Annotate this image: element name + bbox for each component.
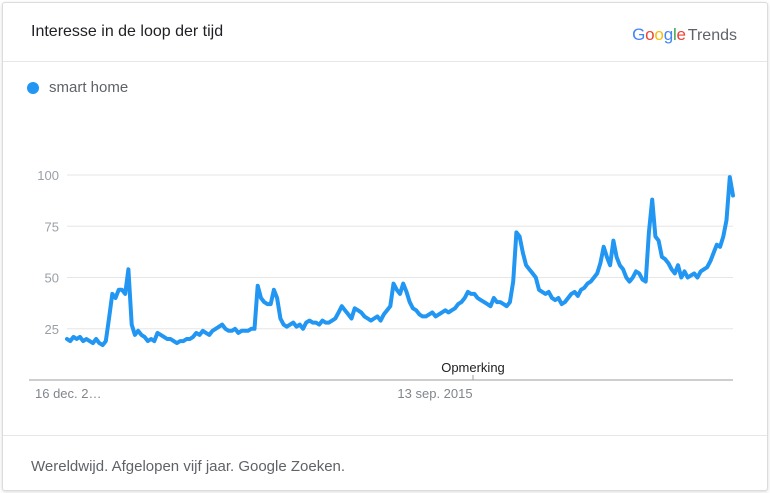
google-letter: g [663,25,673,44]
footer-description: Wereldwijd. Afgelopen vijf jaar. Google … [31,458,346,475]
y-tick-label: 75 [45,219,59,234]
google-wordmark: Google [632,25,686,44]
line-chart: 25 50 75 100 Opmerking 16 dec. 2… 13 sep. 2015 [29,168,735,401]
trends-wordmark: Trends [687,27,737,44]
legend-swatch [27,81,39,94]
y-tick-label: 50 [45,271,59,286]
card-footer: Wereldwijd. Afgelopen vijf jaar. Google … [3,435,767,490]
google-trends-logo[interactable]: Google Trends [632,25,737,45]
card-title: Interesse in de loop der tijd [31,23,224,40]
google-letter: e [676,25,686,44]
series-line-smart-home [65,175,735,348]
x-tick-label: 16 dec. 2… [35,386,102,401]
legend-series-name: smart home [49,79,129,96]
legend: smart home [27,79,128,96]
y-tick-label: 25 [45,322,59,337]
annotation-label: Opmerking [441,360,505,375]
google-letter: l [672,25,677,44]
google-letter: G [632,25,646,44]
card-header: Interesse in de loop der tijd Google Tren… [3,3,767,62]
x-tick-label: 13 sep. 2015 [397,386,472,401]
google-letter: o [645,25,655,44]
google-letter: o [654,25,664,44]
y-tick-label: 100 [37,168,59,183]
